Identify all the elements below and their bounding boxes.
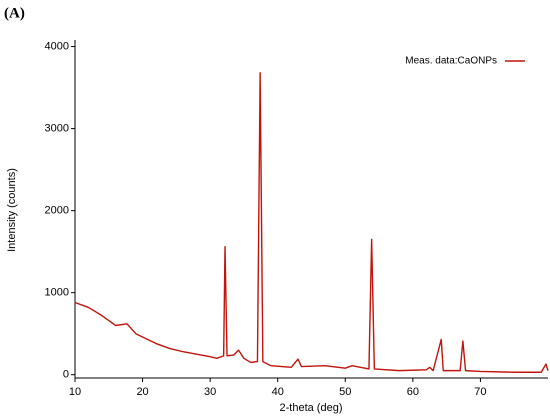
x-tick-label: 40	[272, 386, 284, 398]
chart-title: (A)	[4, 5, 25, 21]
x-tick-label: 10	[69, 386, 81, 398]
x-axis-label: 2-theta (deg)	[280, 402, 343, 414]
x-tick-label: 60	[407, 386, 419, 398]
y-tick-label: 4000	[45, 40, 69, 52]
x-tick-label: 50	[339, 386, 351, 398]
y-tick-label: 3000	[45, 123, 69, 135]
y-tick-label: 0	[63, 369, 69, 381]
x-tick-label: 20	[136, 386, 148, 398]
data-line	[74, 72, 549, 373]
x-tick-label: 70	[474, 386, 486, 398]
y-tick-label: 2000	[45, 205, 69, 217]
y-axis-label: Intensity (counts)	[6, 168, 18, 252]
legend-label: Meas. data:CaONPs	[405, 56, 497, 67]
x-tick-label: 30	[204, 386, 216, 398]
y-tick-label: 1000	[45, 287, 69, 299]
